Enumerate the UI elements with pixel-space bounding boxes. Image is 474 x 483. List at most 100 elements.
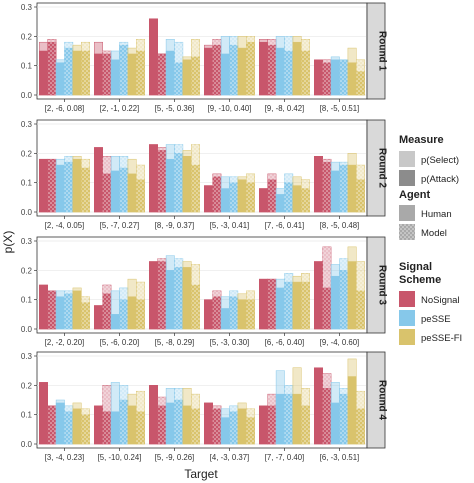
bar-model-pattern [191, 394, 200, 444]
bar-attack [149, 261, 158, 330]
x-tick-label: [5, -10, 0.24] [98, 453, 142, 462]
bar-attack [165, 402, 175, 445]
bar-attack [204, 402, 213, 445]
bar-model-pattern [284, 273, 293, 329]
panel-strip [366, 2, 386, 100]
bar-model-pattern [229, 405, 238, 444]
bar-model-pattern [136, 391, 145, 444]
panel-3: 0.0 0.1 0.2 0.3 [2, -2, 0.20] [5, -6, 0.20] [5… [21, 236, 388, 347]
bar-attack [72, 50, 82, 96]
bar-model-pattern [102, 285, 112, 329]
bar-attack [259, 405, 268, 445]
panel-strip-label: Round 4 [377, 380, 388, 420]
panel-1: 0.0 0.1 0.2 0.3 [2, -6, 0.08] [2, -1, 0.22] [5… [21, 2, 388, 113]
y-tick-label: 0.0 [21, 440, 33, 449]
bar-model-pattern [136, 39, 145, 95]
legend-title-scheme: Signal [399, 261, 432, 273]
bar-attack [292, 393, 302, 445]
bar-attack [55, 164, 65, 213]
x-axis-label: Target [184, 467, 218, 481]
bar-model-pattern [157, 53, 167, 95]
bar-model-pattern [64, 290, 73, 329]
x-tick-label: [6, -3, 0.51] [320, 453, 359, 462]
bar-model-pattern [246, 173, 255, 212]
bar-model-pattern [174, 144, 183, 212]
bar-model-pattern [356, 165, 365, 212]
bar-attack [237, 299, 247, 330]
bar-model-pattern [229, 176, 238, 212]
x-tick-label: [5, -3, 0.30] [210, 338, 249, 347]
panel-4: 0.0 0.1 0.2 0.3 [3, -4, 0.23] [5, -10, 0.24] [… [21, 351, 388, 462]
y-tick-label: 0.2 [21, 149, 33, 158]
bar-attack [330, 170, 340, 213]
bar-model-pattern [322, 59, 332, 95]
bar-attack [314, 59, 323, 96]
bar-model-pattern [191, 144, 200, 212]
y-axis-label: p(X) [1, 231, 15, 254]
bar-model-pattern [339, 258, 348, 329]
panel-strip [366, 351, 386, 449]
y-tick-label: 0.2 [21, 381, 33, 390]
bar-model-pattern [157, 258, 167, 329]
bar-attack [204, 299, 213, 330]
bar-model-pattern [47, 290, 57, 329]
bar-model-pattern [301, 39, 310, 95]
bar-attack [72, 290, 82, 330]
bar-model-pattern [81, 159, 90, 212]
legend-key-agent-pattern [399, 224, 415, 240]
bar-attack [347, 62, 357, 96]
bar-attack [204, 47, 213, 96]
bar-model-pattern [301, 179, 310, 212]
bar-attack [165, 50, 175, 96]
bar-model-pattern [284, 36, 293, 95]
y-tick-label: 0.0 [21, 208, 33, 217]
bar-model-pattern [212, 173, 222, 212]
bar-model-pattern [47, 39, 57, 95]
y-tick-label: 0.1 [21, 62, 33, 71]
x-tick-label: [8, -5, 0.51] [320, 104, 359, 113]
bar-model-pattern [322, 373, 332, 444]
bar-model-pattern [229, 36, 238, 95]
panel-2: 0.0 0.1 0.2 0.3 [2, -4, 0.05] [5, -7, 0.27] [8… [21, 119, 388, 230]
bar-model-pattern [81, 408, 90, 444]
x-tick-label: [9, -10, 0.40] [208, 104, 252, 113]
x-tick-label: [9, -4, 0.60] [320, 338, 359, 347]
legend-label-scheme: peSSE-FI [421, 333, 462, 344]
legend-label-agent: Human [421, 209, 452, 220]
bar-model-pattern [136, 165, 145, 212]
bar-attack [72, 408, 82, 445]
bar-model-pattern [284, 385, 293, 444]
bar-model-pattern [174, 388, 183, 444]
bar-model-pattern [322, 246, 332, 329]
legend-label-scheme: peSSE [421, 314, 451, 325]
bar-attack [149, 144, 158, 213]
bar-attack [220, 308, 230, 330]
bar-attack [94, 405, 103, 445]
legend-key-scheme [399, 310, 415, 326]
legend-label-scheme: NoSignal [421, 295, 460, 306]
legend-label-measure: p(Select) [421, 155, 459, 166]
bar-attack [220, 188, 230, 213]
x-tick-label: [5, -8, 0.29] [155, 338, 194, 347]
panel-frame [36, 236, 368, 334]
bar-model-pattern [47, 159, 57, 212]
bar-attack [314, 367, 323, 445]
bar-attack [149, 18, 158, 96]
bar-model-pattern [322, 159, 332, 212]
x-tick-label: [5, -6, 0.20] [100, 338, 139, 347]
y-tick-label: 0.1 [21, 296, 33, 305]
x-tick-label: [6, -6, 0.40] [265, 338, 304, 347]
bar-attack [127, 405, 137, 445]
bar-model-pattern [119, 287, 128, 329]
bar-model-pattern [119, 156, 128, 212]
bar-attack [127, 296, 137, 330]
y-tick-label: 0.1 [21, 179, 33, 188]
bar-model-pattern [64, 156, 73, 212]
x-tick-label: [7, -7, 0.40] [265, 453, 304, 462]
bar-model-pattern [356, 59, 365, 95]
legend-key-scheme [399, 329, 415, 345]
bar-attack [347, 164, 357, 213]
legend-title-agent: Agent [399, 189, 431, 201]
panel-strip [366, 236, 386, 334]
x-tick-label: [3, -4, 0.23] [45, 453, 84, 462]
